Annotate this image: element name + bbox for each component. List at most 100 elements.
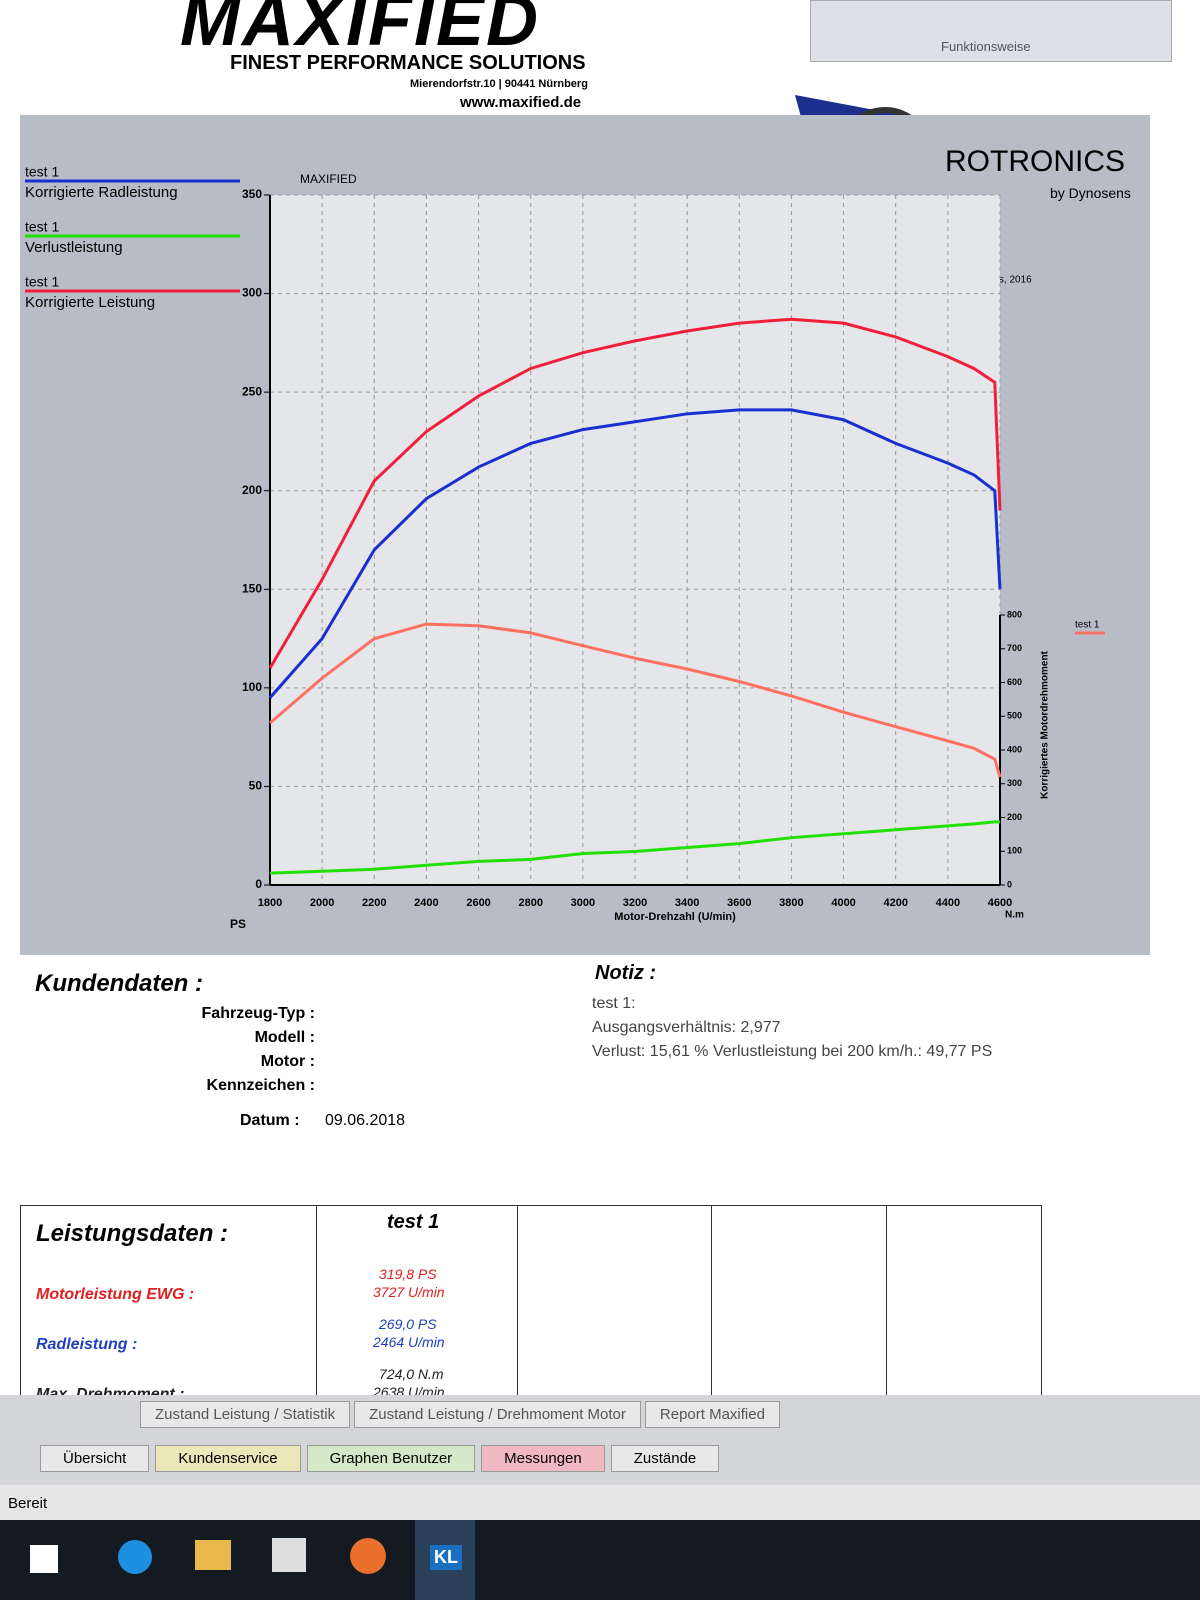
- legend-group: test 1: [25, 164, 59, 180]
- y-tick-label: 150: [242, 581, 262, 595]
- report-header: MAXIFIED FINEST PERFORMANCE SOLUTIONS Mi…: [0, 0, 1200, 205]
- x-tick-label: 3000: [571, 897, 595, 909]
- sheet-tab[interactable]: Messungen: [481, 1445, 605, 1472]
- row-value: 319,8 PS: [379, 1266, 437, 1282]
- y-tick-label: 250: [242, 384, 262, 398]
- y-tick-label: 300: [242, 286, 262, 300]
- partner: ROTRONICS: [945, 145, 1125, 178]
- sheet-tabs: Zustand Leistung / Statistik Zustand Leis…: [0, 1395, 1200, 1485]
- series-line: [269, 622, 1002, 778]
- legend-label: Verlustleistung: [25, 239, 123, 256]
- start-button[interactable]: [30, 1545, 58, 1573]
- sheet-tab[interactable]: Zustände: [610, 1445, 720, 1472]
- divider: [711, 1206, 712, 1406]
- y-axis-label: PS: [230, 917, 246, 931]
- chart: MAXIFIED (c) Dynosens, 2016 Motor-Drehza…: [20, 115, 1150, 955]
- x-tick-label: 3600: [727, 897, 751, 909]
- field-label: Fahrzeug-Typ :: [201, 1005, 315, 1022]
- y2-tick-label: 800: [1007, 609, 1022, 619]
- url: www.maxified.de: [460, 94, 582, 111]
- x-tick-label: 3200: [623, 897, 647, 909]
- x-axis-label: Motor-Drehzahl (U/min): [614, 911, 736, 923]
- browser-icon[interactable]: [118, 1540, 152, 1574]
- x-tick-label: 2400: [414, 897, 438, 909]
- series-line: [268, 408, 1002, 699]
- column: test 1: [316, 1206, 518, 1406]
- tab-panel[interactable]: Funktionsweise: [810, 0, 1172, 62]
- y-tick-label: 200: [242, 483, 262, 497]
- x-tick-label: 2200: [362, 897, 386, 909]
- field-label: Motor :: [260, 1053, 315, 1070]
- x-tick-label: 3400: [675, 897, 699, 909]
- legend-label: Korrigierte Leistung: [25, 294, 155, 311]
- note-line: Verlust: 15,61 % Verlustleistung bei 200…: [592, 1043, 993, 1060]
- sheet-tab[interactable]: Übersicht: [40, 1445, 150, 1472]
- tagline: FINEST PERFORMANCE SOLUTIONS: [230, 52, 586, 74]
- row-label: Motorleistung EWG :: [36, 1286, 195, 1303]
- date: 09.06.2018: [325, 1112, 406, 1129]
- field-label: Modell :: [254, 1029, 315, 1046]
- y2-tick-label: 100: [1007, 846, 1022, 856]
- app-label[interactable]: KL: [430, 1545, 462, 1570]
- row-rpm: 3727 U/min: [373, 1284, 445, 1300]
- sheet-tab[interactable]: Zustand Leistung / Drehmoment Motor: [354, 1401, 641, 1428]
- row-rpm: 2464 U/min: [373, 1334, 445, 1350]
- x-tick-label: 4200: [883, 897, 907, 909]
- brand: MAXIFIED: [180, 0, 541, 61]
- explorer-icon[interactable]: [195, 1540, 231, 1570]
- firefox-icon[interactable]: [350, 1538, 386, 1574]
- row-value: 269,0 PS: [379, 1316, 437, 1332]
- legend-label: Korrigierte Radleistung: [25, 184, 178, 201]
- taskbar: KL: [0, 1520, 1200, 1600]
- status: Bereit: [8, 1495, 48, 1512]
- row-label: Radleistung :: [36, 1336, 138, 1353]
- note-line: test 1:: [592, 995, 636, 1012]
- y-tick-label: 0: [255, 877, 262, 891]
- legend-group: test 1: [25, 274, 59, 290]
- performance-title: Leistungsdaten :: [36, 1220, 229, 1247]
- sheet-tab[interactable]: Report Maxified: [644, 1401, 780, 1428]
- status-bar: Bereit: [0, 1485, 1200, 1520]
- divider: [886, 1206, 887, 1406]
- y2-tick-label: 600: [1007, 677, 1022, 687]
- sheet-tab[interactable]: Graphen Benutzer: [306, 1445, 476, 1472]
- y2-axis-label: Korrigiertes Motordrehmoment: [1040, 650, 1051, 798]
- performance-table: Leistungsdaten : test 1 Motorleistung EW…: [20, 1205, 1042, 1407]
- note-line: Ausgangsverhältnis: 2,977: [592, 1019, 781, 1036]
- legend-group: test 1: [25, 219, 59, 235]
- y-tick-label: 50: [249, 779, 263, 793]
- column-title: test 1: [387, 1211, 440, 1233]
- address: Mierendorfstr.10 | 90441 Nürnberg: [410, 78, 588, 90]
- x-tick-label: 1800: [258, 897, 282, 909]
- sheet-tab[interactable]: Kundenservice: [155, 1445, 301, 1472]
- customer-title: Kundendaten :: [35, 970, 203, 997]
- chart-title: MAXIFIED: [300, 172, 357, 186]
- y2-tick-label: 400: [1007, 744, 1022, 754]
- legend-label: test 1: [1075, 620, 1100, 631]
- date-label: Datum :: [240, 1112, 300, 1129]
- x-tick-label: 4600: [988, 897, 1012, 909]
- y2-tick-label: 200: [1007, 812, 1022, 822]
- y2-tick-label: 700: [1007, 643, 1022, 653]
- x-tick-label: 4000: [831, 897, 855, 909]
- y-tick-label: 350: [242, 187, 262, 201]
- y2-tick-label: 500: [1007, 711, 1022, 721]
- series-line: [268, 317, 1002, 669]
- row-value: 724,0 N.m: [379, 1366, 444, 1382]
- y2-tick-label: 0: [1007, 879, 1012, 889]
- sheet-tab[interactable]: Zustand Leistung / Statistik: [140, 1401, 351, 1428]
- y-tick-label: 100: [242, 680, 262, 694]
- y2-tick-label: 300: [1007, 778, 1022, 788]
- tab-label[interactable]: Funktionsweise: [941, 39, 1031, 54]
- field-label: Kennzeichen :: [206, 1077, 315, 1094]
- notes-title: Notiz :: [595, 962, 657, 984]
- app-button[interactable]: KL: [415, 1520, 475, 1600]
- x-tick-label: 2600: [466, 897, 490, 909]
- series-line: [269, 820, 1000, 875]
- x-tick-label: 4400: [936, 897, 960, 909]
- partner-sub: by Dynosens: [1050, 185, 1131, 201]
- x-tick-label: 3800: [779, 897, 803, 909]
- store-icon[interactable]: [272, 1538, 306, 1572]
- x-tick-label: 2000: [310, 897, 334, 909]
